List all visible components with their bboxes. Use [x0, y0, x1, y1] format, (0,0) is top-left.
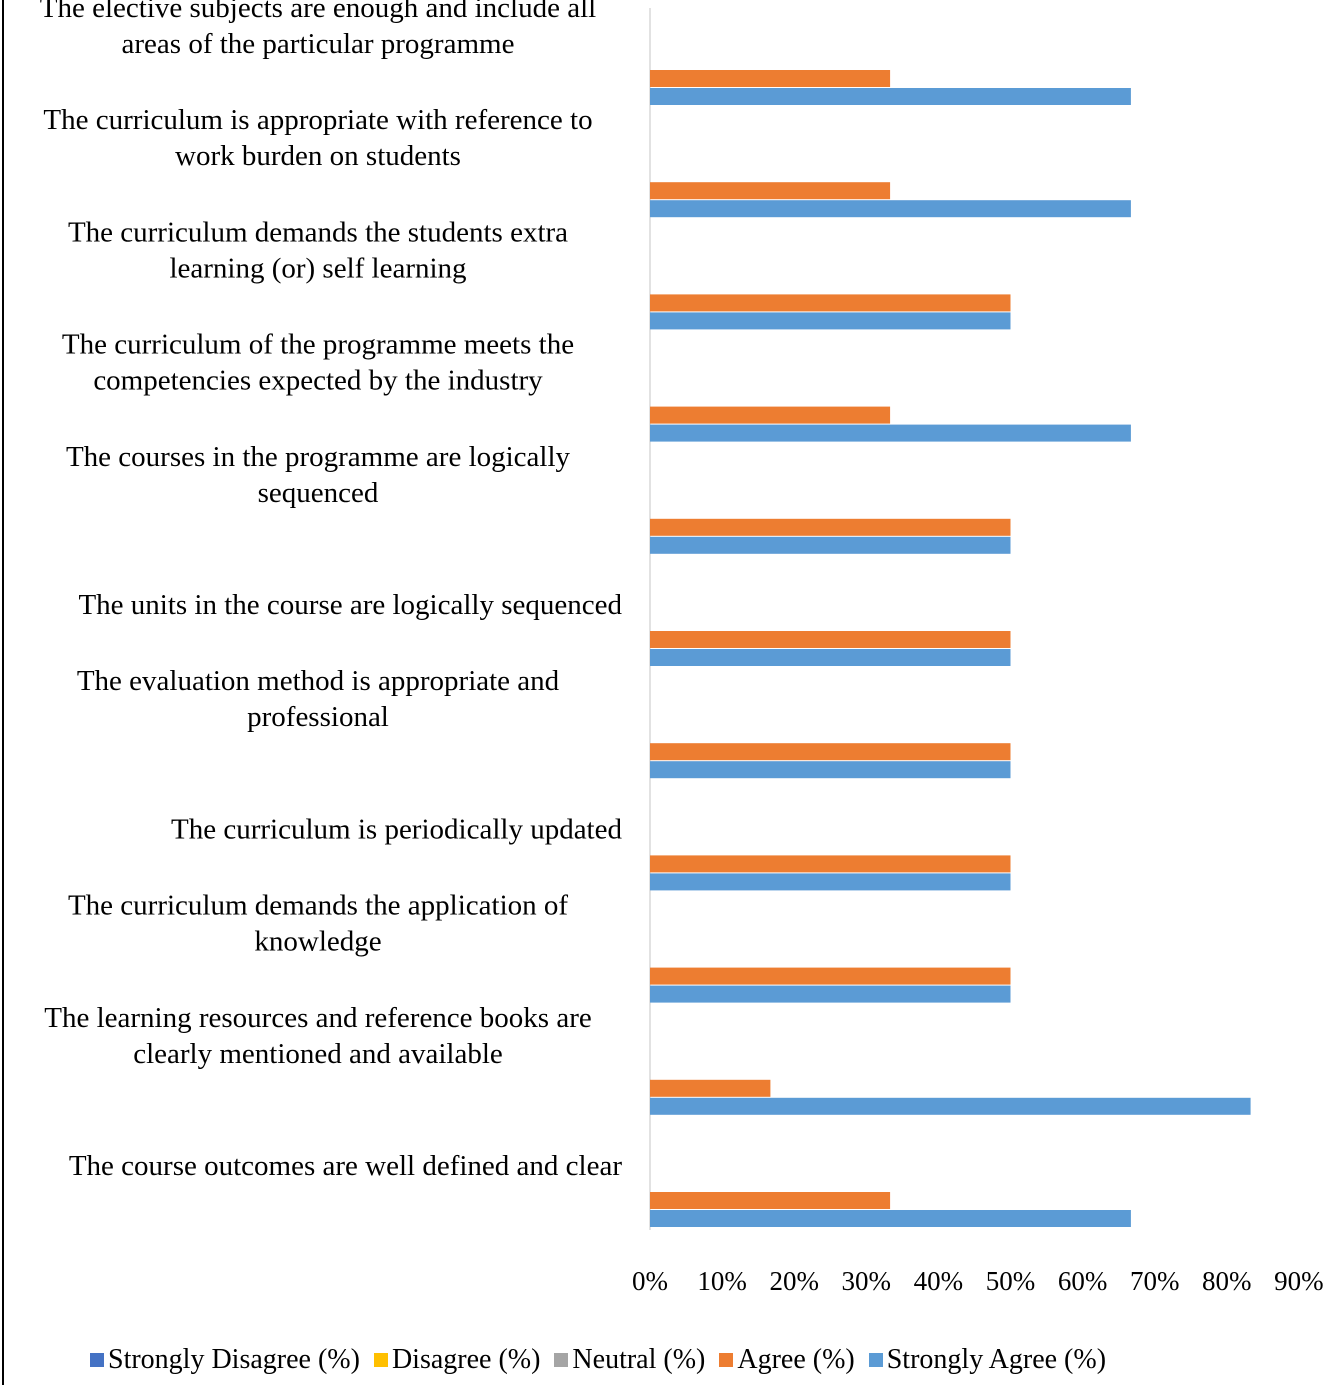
bar-strongly-agree-8 [650, 873, 1011, 891]
legend-swatch-3 [554, 1353, 569, 1367]
x-tick-9: 80% [1202, 1266, 1252, 1296]
bar-strongly-agree-6 [650, 649, 1011, 666]
category-labels: The elective subjects are enough and inc… [40, 0, 623, 1182]
bar-agree-2 [650, 182, 891, 200]
category-label-8: The curriculum is periodically updated [171, 813, 622, 845]
x-tick-10: 90% [1274, 1266, 1324, 1296]
bar-strongly-agree-2 [650, 200, 1131, 218]
legend-label-2: Disagree (%) [391, 1344, 541, 1375]
x-tick-5: 40% [914, 1266, 964, 1296]
bars-group [650, 70, 1251, 1227]
legend-item-1: Strongly Disagree (%) [90, 1344, 360, 1376]
legend: Strongly Disagree (%) Disagree (%) Neutral… [90, 1342, 1120, 1378]
x-tick-4: 30% [842, 1266, 892, 1296]
legend-swatch-5 [868, 1353, 883, 1367]
category-label-5: The courses in the programme are logical… [66, 441, 571, 509]
bar-strongly-agree-4 [650, 424, 1131, 442]
legend-label-1: Strongly Disagree (%) [108, 1344, 360, 1375]
bar-strongly-agree-10 [650, 1097, 1251, 1115]
legend-swatch-2 [373, 1353, 388, 1367]
bar-agree-3 [650, 294, 1011, 312]
bar-agree-10 [650, 1079, 771, 1097]
x-tick-2: 10% [697, 1266, 747, 1296]
bar-strongly-agree-7 [650, 761, 1011, 779]
category-label-1: The elective subjects are enough and inc… [40, 0, 596, 60]
x-tick-3: 20% [769, 1266, 819, 1296]
category-label-10: The learning resources and reference boo… [44, 1002, 592, 1070]
bar-agree-5 [650, 518, 1011, 536]
category-label-11: The course outcomes are well defined and… [69, 1150, 622, 1182]
bar-strongly-agree-5 [650, 536, 1011, 554]
category-label-3: The curriculum demands the students extr… [68, 216, 568, 284]
legend-label-3: Neutral (%) [572, 1344, 706, 1375]
bar-strongly-agree-1 [650, 88, 1131, 105]
legend-label-4: Agree (%) [737, 1344, 855, 1375]
bar-agree-11 [650, 1192, 891, 1209]
bar-agree-4 [650, 406, 891, 424]
x-tick-6: 50% [986, 1266, 1036, 1296]
bar-strongly-agree-9 [650, 985, 1011, 1003]
legend-item-2: Disagree (%) [373, 1344, 541, 1376]
bar-strongly-agree-3 [650, 312, 1011, 330]
category-label-6: The units in the course are logically se… [78, 589, 622, 621]
bar-agree-6 [650, 631, 1011, 648]
legend-label-5: Strongly Agree (%) [886, 1344, 1107, 1375]
bar-agree-7 [650, 743, 1011, 761]
x-tick-1: 0% [632, 1266, 668, 1296]
category-label-7: The evaluation method is appropriate and… [77, 665, 560, 733]
x-tick-labels: 0% 10% 20% 30% 40% 50% 60% 70% 80% 90% [632, 1266, 1324, 1296]
bar-strongly-agree-11 [650, 1210, 1131, 1227]
category-label-4: The curriculum of the programme meets th… [62, 329, 574, 397]
x-tick-8: 70% [1130, 1266, 1180, 1296]
category-label-9: The curriculum demands the application o… [68, 890, 568, 958]
category-label-2: The curriculum is appropriate with refer… [43, 104, 592, 172]
x-tick-7: 60% [1058, 1266, 1108, 1296]
bar-agree-1 [650, 70, 891, 87]
legend-item-5: Strongly Agree (%) [868, 1344, 1107, 1376]
bar-agree-8 [650, 855, 1011, 873]
legend-item-3: Neutral (%) [554, 1344, 705, 1376]
legend-item-4: Agree (%) [719, 1344, 855, 1376]
legend-swatch-4 [719, 1353, 734, 1367]
legend-swatch-1 [90, 1353, 104, 1367]
bar-agree-9 [650, 967, 1011, 985]
